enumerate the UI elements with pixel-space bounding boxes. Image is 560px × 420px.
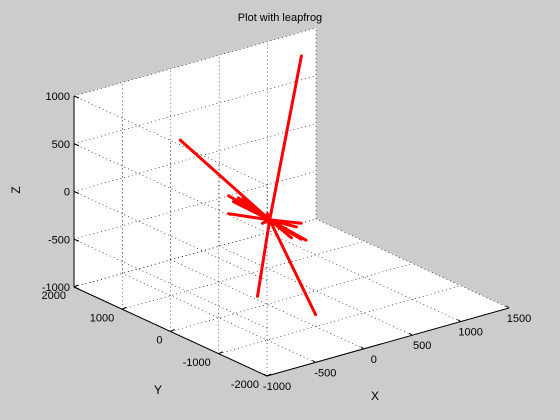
series-line [232,200,293,240]
x-tick [312,359,316,363]
z-tick [73,238,80,242]
y-tick [218,351,223,355]
z-tick [73,286,80,290]
y-tick [73,284,79,288]
chart-title: Plot with leapfrog [238,12,322,24]
x-tick-label: 1500 [507,313,531,325]
y-axis-label: Y [154,383,162,397]
z-tick-label: 0 [64,187,70,199]
y-tick-label: -1000 [183,357,211,369]
x-tick-label: 1000 [458,327,482,339]
y-tick-label: -2000 [231,379,259,391]
x-tick [360,346,365,350]
x-tick [505,305,510,309]
x-tick [263,373,268,377]
x-axis-line [266,307,510,377]
y-tick [170,329,175,332]
y-tick [266,373,272,377]
x-tick-label: 0 [371,354,377,366]
x-tick-label: -1000 [263,381,291,393]
y-tick-label: 0 [156,335,162,347]
y-tick-label: 1000 [90,312,114,324]
x-tick [408,332,413,336]
x-tick [457,319,461,323]
z-tick [73,143,80,147]
z-tick-label: 1000 [46,91,70,103]
x-tick-label: -500 [314,367,336,379]
x-tick-label: 500 [413,340,431,352]
z-tick [73,191,80,194]
z-tick-label: -500 [48,234,70,246]
z-tick-label: -1000 [42,282,70,294]
y-tick [122,306,127,310]
z-tick [73,95,80,99]
z-axis-label: Z [9,186,23,193]
y-tick-label: 2000 [42,290,66,302]
z-tick-label: 500 [52,139,70,151]
x-axis-label: X [371,389,379,403]
